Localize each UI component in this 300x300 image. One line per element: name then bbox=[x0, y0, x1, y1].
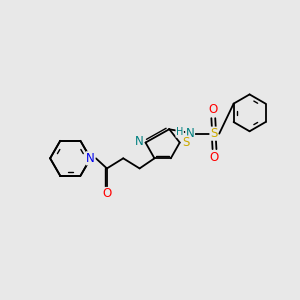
Text: O: O bbox=[209, 103, 218, 116]
Text: N: N bbox=[135, 135, 143, 148]
Text: O: O bbox=[103, 188, 112, 200]
Text: N: N bbox=[86, 152, 95, 165]
Text: S: S bbox=[183, 136, 190, 149]
Text: H: H bbox=[176, 127, 183, 137]
Text: O: O bbox=[210, 151, 219, 164]
Text: S: S bbox=[210, 127, 218, 140]
Text: N: N bbox=[186, 127, 194, 140]
